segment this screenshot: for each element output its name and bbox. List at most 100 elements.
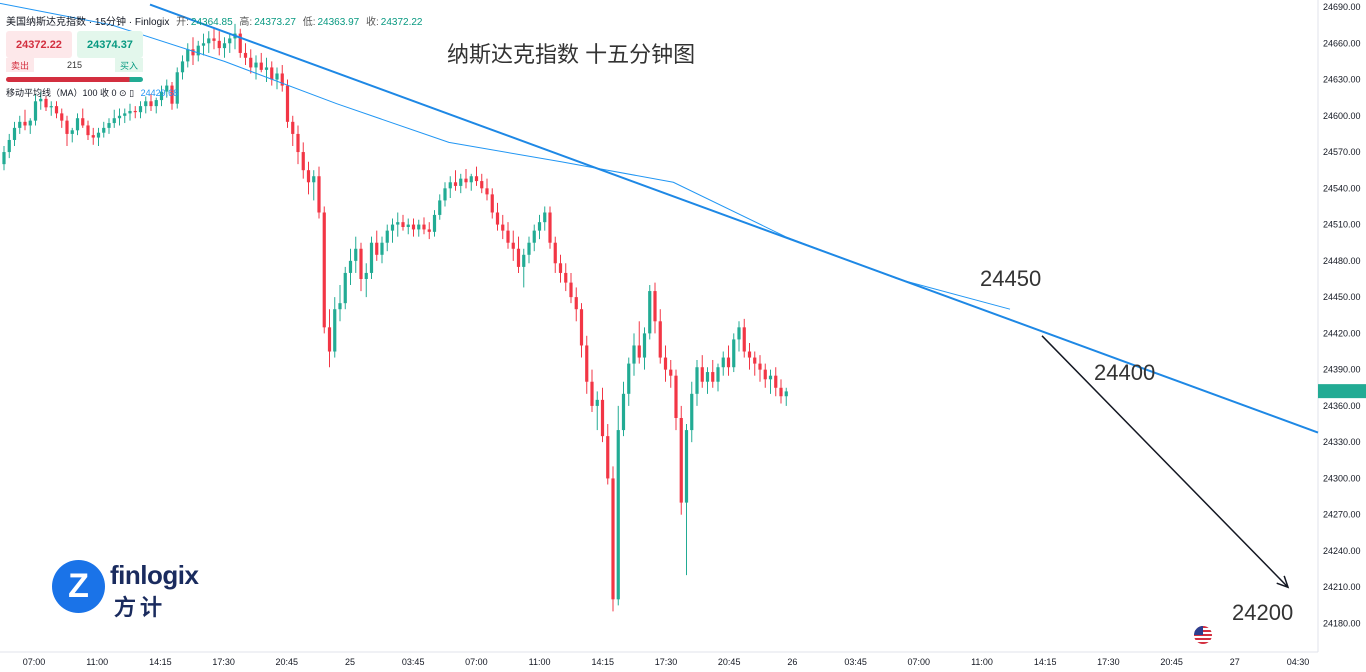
candle-down (585, 345, 589, 382)
candle-down (474, 176, 479, 182)
candle-down (54, 106, 59, 114)
candle-up (532, 230, 536, 243)
y-tick-label: 24510.00 (1323, 220, 1361, 230)
candle-up (222, 43, 227, 49)
candle-up (228, 38, 232, 44)
x-tick-label: 14:15 (1034, 657, 1057, 667)
candle-down (726, 357, 731, 368)
y-tick-label: 24360.00 (1323, 401, 1361, 411)
buy-price-button[interactable]: 24374.37 (77, 31, 143, 58)
candle-up (18, 121, 22, 128)
candle-up (128, 110, 132, 114)
candle-down (243, 52, 248, 58)
candle-down (569, 282, 573, 298)
x-tick-label: 11:00 (86, 657, 108, 667)
y-tick-label: 24600.00 (1323, 111, 1361, 121)
candle-down (296, 133, 300, 153)
buy-label[interactable]: 买入 (115, 58, 143, 72)
candle-up (438, 200, 442, 215)
candle-up (385, 230, 389, 243)
candle-up (543, 212, 547, 223)
chart-title: 纳斯达克指数 十五分钟图 (447, 42, 696, 67)
candle-down (401, 222, 405, 228)
candle-up (390, 224, 395, 231)
candle-down (464, 178, 468, 183)
eye-icon[interactable]: ⊙ (119, 88, 127, 98)
candle-down (91, 135, 95, 138)
candle-down (270, 67, 274, 80)
candle-up (39, 98, 43, 102)
candle-up (117, 115, 122, 119)
x-tick-label: 20:45 (718, 657, 741, 667)
candle-up (207, 38, 211, 44)
candle-up (448, 182, 452, 189)
close-label: 收: (365, 17, 379, 28)
candle-down (774, 375, 778, 388)
candle-down (700, 367, 704, 382)
candle-down (411, 224, 416, 230)
candle-up (642, 333, 647, 358)
logo-cn: 方计 (114, 595, 167, 620)
trash-icon[interactable]: ▯ (129, 88, 135, 98)
candles (2, 23, 788, 612)
candle-down (763, 369, 767, 380)
candle-up (254, 62, 258, 68)
x-tick-label: 07:00 (908, 657, 931, 667)
y-tick-label: 24270.00 (1323, 510, 1361, 520)
candle-down (23, 121, 27, 126)
candle-up (732, 339, 736, 368)
close-value: 24372.22 (380, 17, 423, 28)
candle-up (312, 176, 316, 183)
candle-up (716, 367, 720, 382)
candle-up (705, 372, 710, 382)
candle-up (527, 242, 531, 255)
candle-up (695, 367, 699, 394)
candle-down (191, 49, 195, 56)
indicator-name: 移动平均线（MA）100 收 0 (6, 88, 117, 98)
candle-down (558, 263, 563, 273)
candle-down (564, 272, 568, 283)
candle-up (75, 118, 80, 131)
x-tick-label: 03:45 (402, 657, 425, 667)
candle-up (49, 106, 53, 108)
candle-up (144, 101, 148, 107)
y-tick-label: 24540.00 (1323, 183, 1361, 193)
candle-up (123, 113, 127, 116)
candle-up (417, 224, 421, 230)
candle-up (28, 120, 32, 126)
candle-down (249, 57, 253, 68)
candle-down (359, 248, 363, 279)
chart-header: 美国纳斯达克指数 · 15分钟 · Finlogix 开: 24364.85 高:… (6, 13, 422, 28)
candle-down (422, 224, 426, 230)
low-label: 低: (302, 17, 316, 28)
candle-down (679, 417, 683, 503)
candle-down (590, 381, 594, 406)
candle-down (285, 85, 290, 122)
candle-down (490, 194, 494, 213)
sell-price-button[interactable]: 24372.22 (6, 31, 72, 58)
y-axis: 24690.00 24660.00 24630.00 24600.00 24570.00… (1317, 0, 1361, 652)
candle-down (669, 369, 673, 376)
y-tick-label: 24390.00 (1323, 365, 1361, 375)
forecast-arrow-head (1276, 575, 1290, 589)
candle-up (648, 291, 652, 334)
candle-up (333, 309, 337, 352)
candle-down (611, 478, 615, 600)
sell-label[interactable]: 卖出 (6, 58, 34, 72)
candle-down (301, 152, 305, 171)
low-value: 24363.97 (317, 17, 360, 28)
x-tick-label: 17:30 (655, 657, 678, 667)
candle-up (70, 130, 74, 134)
candle-down (238, 33, 242, 53)
x-tick-label: 25 (345, 657, 355, 667)
spread-value: 215 (66, 60, 83, 70)
candle-up (627, 363, 631, 394)
candle-down (574, 297, 578, 310)
candle-down (44, 98, 48, 108)
candle-up (138, 106, 143, 113)
y-tick-label: 24180.00 (1323, 618, 1361, 628)
candle-down (495, 212, 500, 225)
candle-down (779, 387, 783, 397)
candle-up (154, 100, 158, 107)
